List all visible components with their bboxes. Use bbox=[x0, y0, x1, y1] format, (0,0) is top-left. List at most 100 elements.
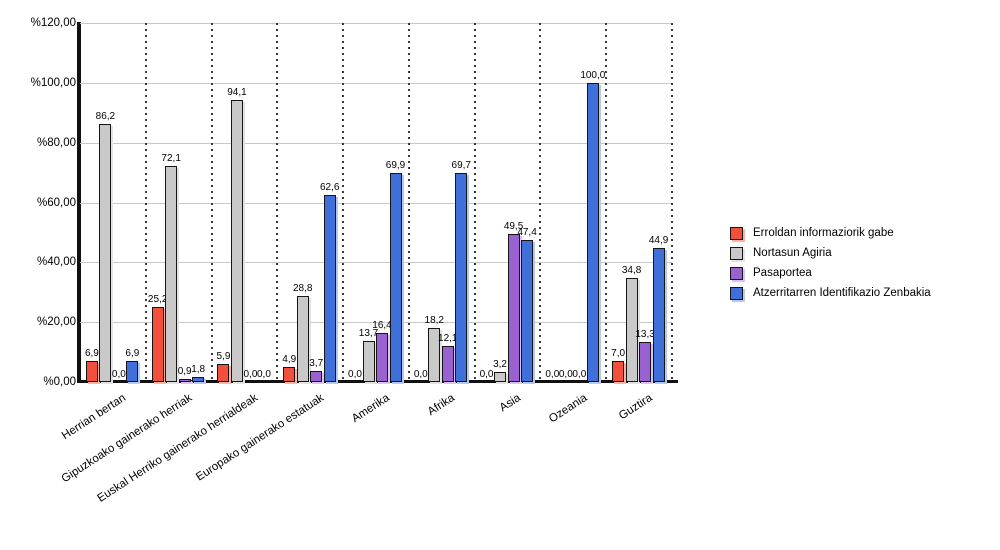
bar-value-label: 6,9 bbox=[125, 348, 140, 360]
bar-value-label: 1,8 bbox=[191, 363, 206, 375]
bar-3-5 bbox=[376, 332, 388, 382]
bar-value-label: 13,7 bbox=[358, 328, 379, 340]
legend-label: Erroldan informaziorik gabe bbox=[753, 227, 894, 239]
legend-label: Atzerritarren Identifikazio Zenbakia bbox=[753, 287, 931, 299]
bar-value-label: 28,8 bbox=[292, 282, 313, 294]
bar-2-9 bbox=[625, 277, 638, 382]
chart-legend: Erroldan informaziorik gabe Nortasun Agir… bbox=[730, 227, 931, 307]
bar-4-5 bbox=[389, 172, 402, 382]
group-separator-dotted-line bbox=[276, 23, 279, 382]
y-axis-tick-label: %40,00 bbox=[36, 256, 76, 269]
bar-4-4 bbox=[323, 194, 336, 382]
bar-2-7 bbox=[494, 372, 507, 382]
legend-item: Atzerritarren Identifikazio Zenbakia bbox=[730, 287, 931, 300]
legend-swatch-icon bbox=[730, 267, 743, 280]
y-axis-tick-label: %0,00 bbox=[43, 376, 76, 388]
bar-4-6 bbox=[455, 173, 468, 382]
bar-1-9 bbox=[612, 361, 625, 382]
bar-3-7 bbox=[507, 233, 520, 382]
bar-value-label: 0,0 bbox=[479, 369, 494, 380]
bar-value-label: 12,1 bbox=[438, 332, 458, 344]
y-axis-tick-label: %100,00 bbox=[30, 76, 76, 89]
gridline bbox=[80, 322, 672, 324]
bar-2-1 bbox=[99, 124, 112, 382]
legend-swatch-icon bbox=[730, 227, 743, 240]
bar-value-label: 0,0 bbox=[558, 369, 573, 380]
plot-area: 6,9 25,2 5,9 4,9 0,0 0,0 0,0 0,0 7,0 86,2 72,1 94,1… bbox=[80, 23, 673, 382]
bar-value-label: 0,0 bbox=[572, 369, 587, 380]
bar-value-label: 47,4 bbox=[517, 227, 537, 239]
bar-4-7 bbox=[521, 240, 534, 382]
group-separator-dotted-line bbox=[144, 23, 147, 382]
bar-value-label: 5,9 bbox=[216, 351, 231, 363]
bar-value-label: 16,4 bbox=[372, 319, 392, 331]
bar-value-label: 3,2 bbox=[493, 359, 507, 371]
bar-value-label: 0,0 bbox=[348, 369, 362, 380]
bar-4-1 bbox=[126, 361, 139, 382]
bar-value-label: 3,7 bbox=[309, 357, 324, 369]
gridline bbox=[80, 262, 672, 264]
category-label: Afrika bbox=[426, 392, 458, 419]
bar-value-label: 18,2 bbox=[424, 314, 444, 326]
bar-value-label: 49,5 bbox=[503, 220, 524, 232]
bar-value-label: 0,0 bbox=[256, 369, 271, 380]
bar-value-label: 13,3 bbox=[635, 329, 655, 341]
group-separator-dotted-line bbox=[671, 23, 673, 382]
group-separator-dotted-line bbox=[539, 23, 542, 382]
legend-swatch-icon bbox=[730, 287, 743, 300]
bar-4-8 bbox=[586, 82, 599, 382]
bar-value-label: 6,9 bbox=[84, 348, 99, 360]
group-separator-dotted-line bbox=[605, 23, 608, 382]
y-axis-tick-label: %20,00 bbox=[36, 316, 76, 329]
bar-2-5 bbox=[362, 341, 375, 382]
group-separator-dotted-line bbox=[210, 23, 213, 382]
y-axis-tick-label: %80,00 bbox=[36, 136, 76, 149]
gridline bbox=[80, 82, 672, 84]
legend-label: Pasaportea bbox=[753, 267, 812, 279]
bar-3-6 bbox=[441, 345, 454, 382]
bar-1-2 bbox=[151, 306, 164, 382]
group-separator-dotted-line bbox=[342, 23, 345, 382]
category-label: Gipuzkoako gainerako herriak bbox=[59, 392, 195, 486]
group-separator-dotted-line bbox=[407, 23, 410, 382]
bar-value-label: 0,0 bbox=[413, 369, 428, 380]
category-label: Amerika bbox=[349, 392, 392, 426]
bar-2-6 bbox=[428, 327, 441, 382]
bar-value-label: 69,9 bbox=[385, 159, 406, 171]
legend-item: Erroldan informaziorik gabe bbox=[730, 227, 931, 240]
bar-value-label: 0,0 bbox=[545, 369, 560, 380]
bar-value-label: 7,0 bbox=[611, 348, 626, 360]
bar-value-label: 0,0 bbox=[243, 369, 258, 380]
bar-value-label: 94,1 bbox=[227, 87, 247, 99]
y-axis bbox=[77, 22, 81, 383]
group-separator-dotted-line bbox=[473, 23, 476, 382]
category-label: Herrian bertan bbox=[60, 392, 129, 443]
bar-value-label: 72,1 bbox=[161, 153, 181, 165]
bar-2-4 bbox=[296, 295, 309, 382]
bar-2-3 bbox=[230, 100, 243, 382]
legend-swatch-icon bbox=[730, 247, 743, 260]
gridline bbox=[80, 23, 672, 24]
bar-1-3 bbox=[217, 364, 230, 382]
bar-value-label: 86,2 bbox=[95, 111, 116, 123]
category-label: Guztira bbox=[617, 392, 655, 423]
bar-4-2 bbox=[192, 376, 205, 382]
bar-value-label: 25,2 bbox=[147, 293, 168, 305]
gridline bbox=[80, 202, 672, 204]
bar-3-9 bbox=[639, 342, 652, 382]
bar-value-label: 0,9 bbox=[177, 366, 192, 378]
bar-1-1 bbox=[85, 361, 98, 382]
legend-item: Nortasun Agiria bbox=[730, 247, 931, 260]
category-label: Asia bbox=[497, 392, 524, 415]
y-axis-tick-label: %60,00 bbox=[36, 196, 76, 209]
bar-4-9 bbox=[652, 247, 665, 382]
legend-item: Pasaportea bbox=[730, 267, 931, 280]
bar-value-label: 44,9 bbox=[648, 234, 669, 246]
category-label: Ozeania bbox=[546, 392, 589, 426]
bar-3-4 bbox=[310, 370, 323, 382]
bar-value-label: 4,9 bbox=[282, 354, 297, 366]
y-axis-tick-label: %120,00 bbox=[30, 17, 76, 29]
bar-2-2 bbox=[165, 166, 178, 382]
